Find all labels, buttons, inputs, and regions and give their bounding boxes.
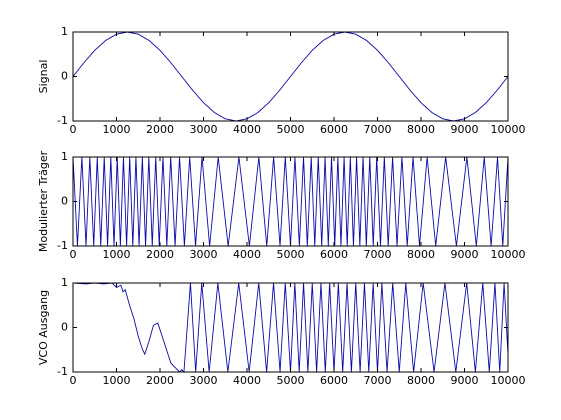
x-tick-label: 7000 [364, 123, 392, 136]
x-tick-label: 0 [70, 248, 77, 261]
y-tick-label: -1 [57, 365, 68, 378]
x-tick-label: 10000 [491, 374, 526, 387]
y-tick-label: 0 [61, 70, 68, 83]
x-tick-label: 4000 [233, 123, 261, 136]
x-tick-label: 2000 [146, 123, 174, 136]
y-tick-label: 1 [61, 25, 68, 38]
x-tick-label: 3000 [190, 248, 218, 261]
y-tick-label: -1 [57, 239, 68, 252]
axes-background [73, 157, 508, 246]
x-tick-label: 9000 [451, 374, 479, 387]
x-tick-label: 4000 [233, 374, 261, 387]
subplot: 0 1000 2000 3000 4000 5000 6000 7000 8000 9000 100… [37, 25, 526, 136]
x-tick-label: 6000 [320, 248, 348, 261]
data-line [72, 31, 509, 122]
y-axis-label: Signal [37, 60, 50, 94]
x-tick-label: 10000 [491, 248, 526, 261]
x-tick-label: 9000 [451, 248, 479, 261]
x-tick-label: 1000 [103, 123, 131, 136]
y-tick-label: 0 [61, 321, 68, 334]
subplot: 0 1000 2000 3000 4000 5000 6000 7000 8000 9000 100… [37, 150, 526, 261]
x-tick-label: 0 [70, 123, 77, 136]
x-tick-label: 8000 [407, 248, 435, 261]
x-tick-label: 9000 [451, 123, 479, 136]
x-tick-label: 1000 [103, 248, 131, 261]
x-tick-label: 8000 [407, 374, 435, 387]
axes-background [73, 283, 508, 372]
y-tick-label: 1 [61, 276, 68, 289]
x-tick-label: 1000 [103, 374, 131, 387]
y-axis-label: Modulierter Träger [37, 150, 50, 252]
y-tick-label: 1 [61, 150, 68, 163]
x-tick-label: 7000 [364, 374, 392, 387]
x-tick-label: 2000 [146, 248, 174, 261]
x-tick-label: 6000 [320, 123, 348, 136]
subplot: 0 1000 2000 3000 4000 5000 6000 7000 8000 9000 100… [37, 276, 526, 387]
x-tick-label: 7000 [364, 248, 392, 261]
x-tick-label: 2000 [146, 374, 174, 387]
x-tick-label: 0 [70, 374, 77, 387]
x-tick-label: 5000 [277, 123, 305, 136]
x-tick-label: 10000 [491, 123, 526, 136]
x-tick-label: 3000 [190, 374, 218, 387]
x-tick-label: 6000 [320, 374, 348, 387]
x-tick-label: 3000 [190, 123, 218, 136]
x-tick-label: 4000 [233, 248, 261, 261]
y-tick-label: 0 [61, 195, 68, 208]
data-line [72, 282, 509, 374]
y-axis-label: VCO Ausgang [37, 290, 50, 365]
x-tick-label: 5000 [277, 248, 305, 261]
x-tick-label: 5000 [277, 374, 305, 387]
x-tick-label: 8000 [407, 123, 435, 136]
y-tick-label: -1 [57, 114, 68, 127]
